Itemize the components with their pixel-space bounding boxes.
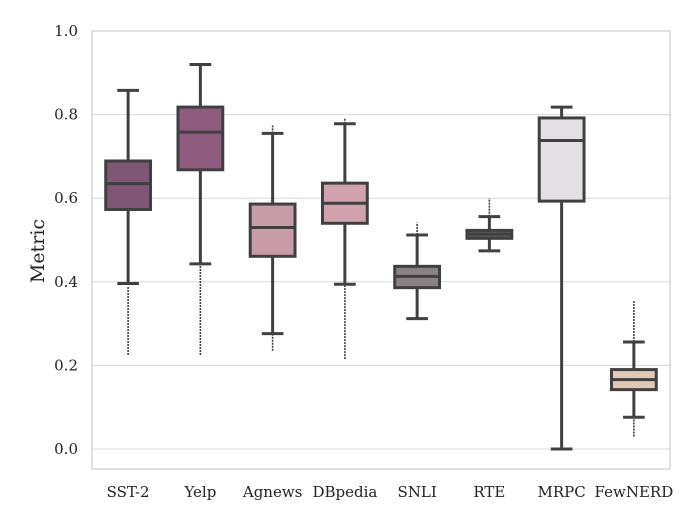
box-yelp [176,62,225,355]
box-sst-2 [104,88,153,355]
iqr-box [248,202,297,258]
y-tick-label: 0.4 [54,273,78,291]
iqr-box [537,116,586,203]
x-tick-label: SST-2 [107,483,150,501]
iqr-box [176,105,225,172]
y-tick-label: 0.6 [54,189,78,207]
y-axis-label: Metric [27,219,49,283]
y-tick-label: 0.8 [54,106,78,124]
box-dbpedia [320,117,369,360]
y-tick-label: 0.2 [54,356,78,374]
x-tick-label: Yelp [183,483,216,501]
iqr-box [104,159,153,211]
y-axis-ticks: 0.0 0.2 0.4 0.6 0.8 1.0 [54,22,78,458]
x-tick-label: SNLI [397,483,436,501]
y-tick-label: 1.0 [54,22,78,40]
box-rte [465,198,514,253]
x-tick-label: DBpedia [312,483,377,501]
x-tick-label: FewNERD [595,483,674,501]
x-tick-label: RTE [473,483,505,501]
box-fewnerd [609,300,658,437]
y-tick-label: 0.0 [54,440,78,458]
box-snli [393,222,442,321]
x-tick-label: MRPC [538,483,586,501]
x-tick-label: Agnews [242,483,303,501]
x-axis-ticks: SST-2 Yelp Agnews DBpedia SNLI RTE MRPC FewNERD [107,483,674,501]
box-mrpc [537,105,586,451]
plot-frame [91,30,671,470]
box-agnews [248,125,297,351]
boxes [104,62,658,451]
